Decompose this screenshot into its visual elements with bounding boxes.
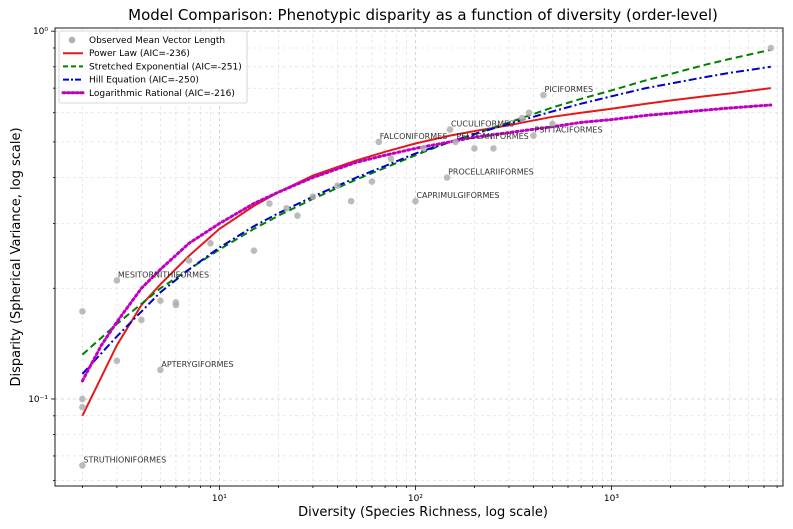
data-point [113, 357, 121, 365]
data-point [452, 138, 459, 146]
legend-label: Hill Equation (AIC=-250) [89, 76, 199, 86]
point-label: PICIFORMES [544, 85, 593, 94]
data-point [540, 91, 547, 99]
y-tick-label: 10⁰ [33, 27, 48, 37]
axis-ticks: 10¹ 10² 10³ 10⁻¹ 10⁰ [28, 27, 778, 504]
data-point [172, 299, 180, 306]
legend-label: Logarithmic Rational (AIC=-216) [89, 89, 235, 99]
y-tick-label: 10⁻¹ [28, 395, 48, 405]
point-label: PROCELLARIIFORMES [448, 168, 534, 177]
data-point [266, 200, 273, 207]
fitted-curves [80, 48, 773, 417]
data-point [334, 182, 341, 190]
data-point [347, 197, 355, 205]
data-point [530, 132, 537, 139]
y-axis-label: Disparity (Spherical Variance, log scale… [9, 127, 24, 386]
data-point [79, 403, 86, 411]
data-point [518, 114, 526, 122]
x-tick-label: 10³ [604, 494, 619, 504]
x-axis-label: Diversity (Species Richness, log scale) [298, 505, 548, 520]
legend-marker [68, 36, 76, 44]
data-point [157, 366, 164, 374]
chart-title: Model Comparison: Phenotypic disparity a… [128, 6, 718, 24]
plot-frame [54, 27, 784, 487]
point-label: CUCULIFORMES [451, 120, 514, 129]
data-point [138, 316, 145, 324]
data-point [368, 178, 376, 185]
data-point [375, 138, 383, 146]
data-point [283, 204, 290, 212]
series-line-3 [81, 65, 771, 375]
series-line-1 [81, 87, 771, 417]
legend: Observed Mean Vector Length Power Law (AI… [58, 30, 248, 104]
data-point [420, 145, 427, 152]
legend-label: Power Law (AIC=-236) [89, 49, 190, 59]
data-point [294, 212, 301, 219]
data-point [157, 297, 164, 305]
point-label: MESITORNITHIFORMES [118, 270, 209, 279]
point-label: PELECANIFORMES [456, 132, 528, 141]
series-line-4 [80, 103, 773, 383]
legend-label: Observed Mean Vector Length [89, 36, 225, 46]
observed-points [79, 44, 775, 469]
data-point [207, 240, 214, 247]
legend-label: Stretched Exponential (AIC=-251) [89, 62, 242, 72]
data-point [471, 145, 478, 152]
data-point [412, 197, 419, 205]
data-point [446, 126, 454, 133]
point-label: CAPRIMULGIFORMES [416, 191, 499, 200]
data-point [79, 308, 86, 315]
data-point [113, 277, 121, 284]
data-point [525, 109, 533, 117]
data-point [309, 193, 317, 200]
data-point [250, 247, 258, 255]
data-point [443, 174, 451, 181]
point-label: PSITTACIFORMES [534, 126, 602, 135]
data-point [387, 155, 395, 163]
data-point [79, 462, 86, 469]
point-label: STRUTHIONIFORMES [83, 455, 166, 464]
x-tick-label: 10¹ [212, 494, 227, 504]
point-label: FALCONIFORMES [380, 132, 448, 141]
data-point [185, 257, 193, 264]
point-label: APTERYGIFORMES [161, 360, 233, 369]
legend-box [58, 30, 248, 104]
data-point [79, 395, 86, 403]
x-tick-label: 10² [408, 494, 423, 504]
data-point [767, 44, 775, 52]
point-labels: STRUTHIONIFORMES MESITORNITHIFORMES APTERY… [83, 85, 602, 464]
data-point [490, 145, 497, 152]
data-point [549, 120, 556, 128]
